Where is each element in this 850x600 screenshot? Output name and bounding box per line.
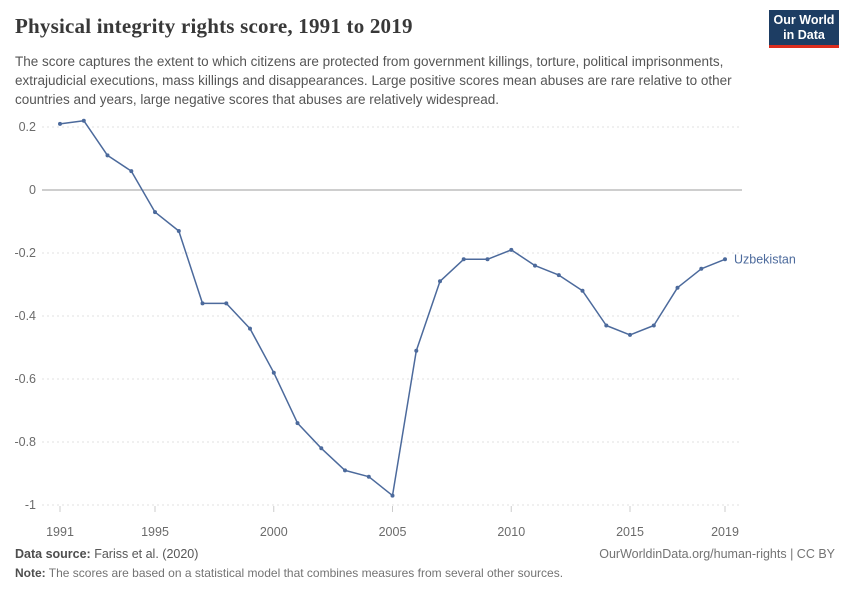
chart-note-label: Note: (15, 566, 46, 580)
series-label-uzbekistan[interactable]: Uzbekistan (734, 252, 796, 266)
owid-logo-line1: Our World (773, 12, 835, 27)
y-axis-tick-label: -1 (25, 498, 36, 512)
data-point[interactable] (675, 285, 680, 290)
data-point[interactable] (81, 118, 86, 123)
data-point[interactable] (556, 273, 561, 278)
chart-footer: Data source: Fariss et al. (2020) OurWor… (15, 547, 835, 580)
owid-logo-line2: in Data (783, 27, 825, 42)
data-point[interactable] (438, 279, 442, 284)
y-axis-tick-label: -0.6 (14, 372, 36, 386)
data-source-value: Fariss et al. (2020) (90, 547, 199, 561)
data-point[interactable] (723, 257, 727, 262)
data-point[interactable] (343, 468, 347, 473)
line-chart[interactable]: 0.2 0 -0.2 -0.4 -0.6 -0.8 -1 1991 1995 2000 2005 20… (0, 106, 850, 544)
chart-note-value: The scores are based on a statistical mo… (45, 566, 564, 580)
data-point[interactable] (699, 266, 704, 271)
y-axis-tick-label: -0.2 (14, 246, 36, 260)
data-point[interactable] (295, 421, 300, 426)
y-axis-tick-label: 0 (29, 183, 36, 197)
data-source-label: Data source: (15, 547, 91, 561)
data-point[interactable] (129, 169, 134, 174)
data-point[interactable] (319, 446, 324, 451)
owid-logo[interactable]: Our World in Data (769, 10, 839, 48)
data-point[interactable] (200, 301, 205, 306)
data-source: Data source: Fariss et al. (2020) (15, 547, 198, 561)
data-point[interactable] (105, 153, 110, 158)
data-point[interactable] (248, 326, 252, 331)
owid-link[interactable]: OurWorldinData.org/human-rights | CC BY (599, 547, 835, 561)
data-point[interactable] (414, 348, 419, 353)
y-axis-tick-label: -0.8 (14, 435, 36, 449)
data-point[interactable] (224, 301, 229, 306)
data-point[interactable] (580, 288, 585, 293)
data-point[interactable] (271, 370, 276, 375)
data-point[interactable] (533, 263, 537, 268)
data-point[interactable] (604, 323, 609, 328)
x-axis-tick-label: 2019 (711, 525, 739, 539)
chart-subtitle: The score captures the extent to which c… (15, 54, 732, 108)
data-point[interactable] (461, 257, 466, 262)
data-point[interactable] (651, 323, 656, 328)
y-axis-tick-label: 0.2 (19, 120, 36, 134)
x-axis-tick-label: 1995 (141, 525, 169, 539)
data-line-uzbekistan[interactable] (59, 119, 726, 497)
data-point[interactable] (153, 210, 157, 215)
x-axis-tick-label: 2010 (497, 525, 525, 539)
data-point[interactable] (390, 493, 395, 498)
data-point[interactable] (366, 474, 371, 479)
data-point[interactable] (509, 247, 514, 252)
y-axis-tick-label: -0.4 (14, 309, 36, 323)
chart-title: Physical integrity rights score, 1991 to… (15, 14, 413, 38)
data-point[interactable] (485, 257, 490, 262)
x-axis-tick-label: 2000 (260, 525, 288, 539)
data-point[interactable] (58, 121, 62, 126)
x-axis-tick-label: 2005 (379, 525, 407, 539)
x-axis-tick-label: 1991 (46, 525, 74, 539)
chart-note: Note: The scores are based on a statisti… (15, 566, 835, 580)
data-point[interactable] (176, 229, 181, 233)
data-point[interactable] (628, 332, 632, 337)
x-axis-tick-label: 2015 (616, 525, 644, 539)
